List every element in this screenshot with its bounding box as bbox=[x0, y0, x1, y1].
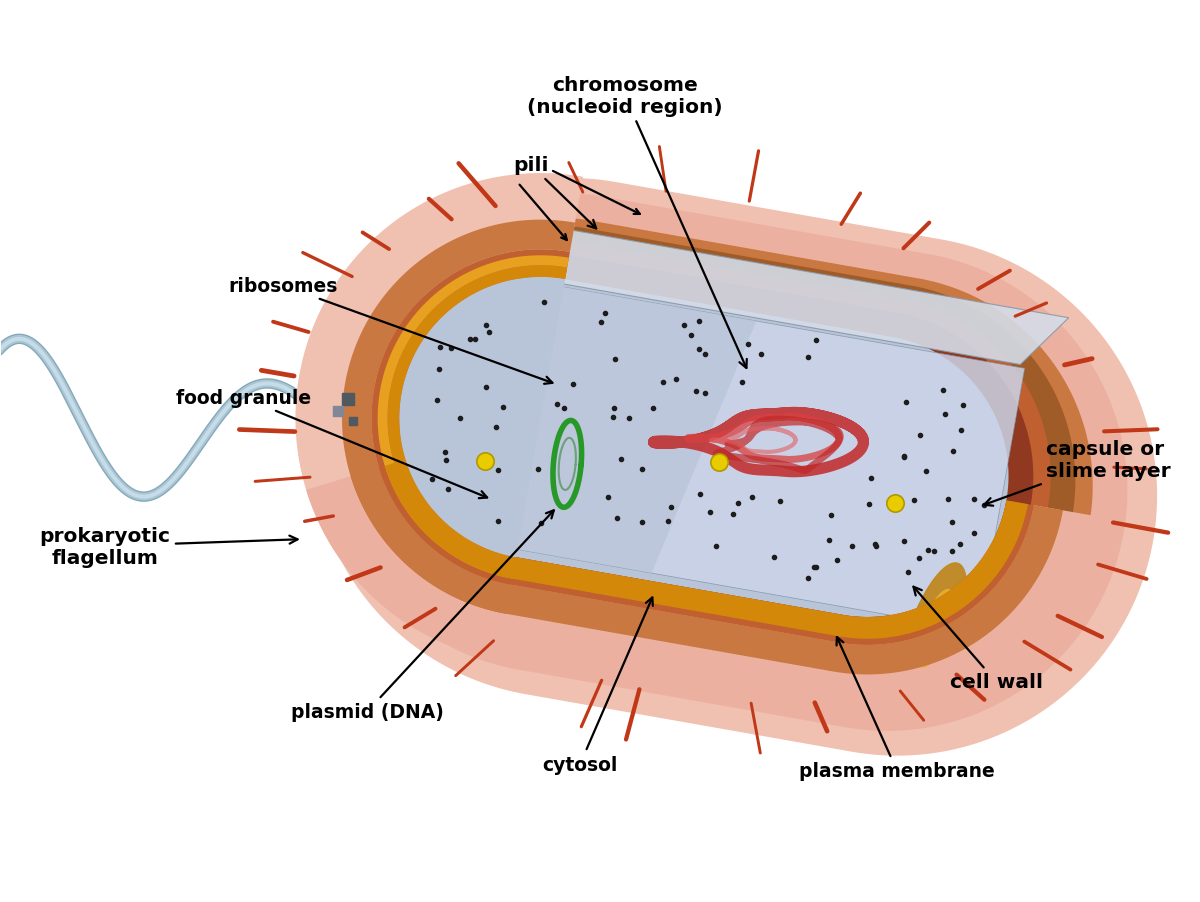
Polygon shape bbox=[400, 278, 565, 557]
Polygon shape bbox=[379, 460, 1033, 645]
Text: ribosomes: ribosomes bbox=[228, 277, 552, 384]
Text: plasma membrane: plasma membrane bbox=[799, 638, 995, 780]
Polygon shape bbox=[917, 590, 954, 667]
Polygon shape bbox=[434, 210, 1069, 365]
Polygon shape bbox=[367, 241, 1051, 655]
Polygon shape bbox=[320, 194, 1127, 732]
Text: prokaryotic
flagellum: prokaryotic flagellum bbox=[40, 526, 298, 567]
Polygon shape bbox=[342, 220, 575, 614]
Text: pili: pili bbox=[512, 156, 596, 229]
Text: capsule or
slime layer: capsule or slime layer bbox=[984, 440, 1170, 506]
Polygon shape bbox=[388, 266, 568, 569]
Text: cytosol: cytosol bbox=[542, 598, 653, 774]
Text: cell wall: cell wall bbox=[913, 587, 1043, 692]
Polygon shape bbox=[372, 250, 570, 584]
Polygon shape bbox=[374, 253, 1033, 642]
Polygon shape bbox=[899, 564, 966, 704]
Polygon shape bbox=[350, 468, 1063, 675]
Text: chromosome
(nucleoid region): chromosome (nucleoid region) bbox=[527, 76, 746, 369]
Text: food granule: food granule bbox=[176, 389, 487, 499]
Polygon shape bbox=[378, 256, 569, 579]
Polygon shape bbox=[353, 226, 1075, 679]
Polygon shape bbox=[306, 468, 1109, 722]
Polygon shape bbox=[311, 179, 1157, 756]
Polygon shape bbox=[383, 264, 756, 574]
Polygon shape bbox=[400, 278, 1008, 617]
Polygon shape bbox=[344, 218, 1093, 696]
Polygon shape bbox=[295, 174, 583, 660]
Polygon shape bbox=[383, 264, 1025, 631]
Polygon shape bbox=[385, 460, 1028, 640]
Text: plasmid (DNA): plasmid (DNA) bbox=[290, 511, 553, 722]
